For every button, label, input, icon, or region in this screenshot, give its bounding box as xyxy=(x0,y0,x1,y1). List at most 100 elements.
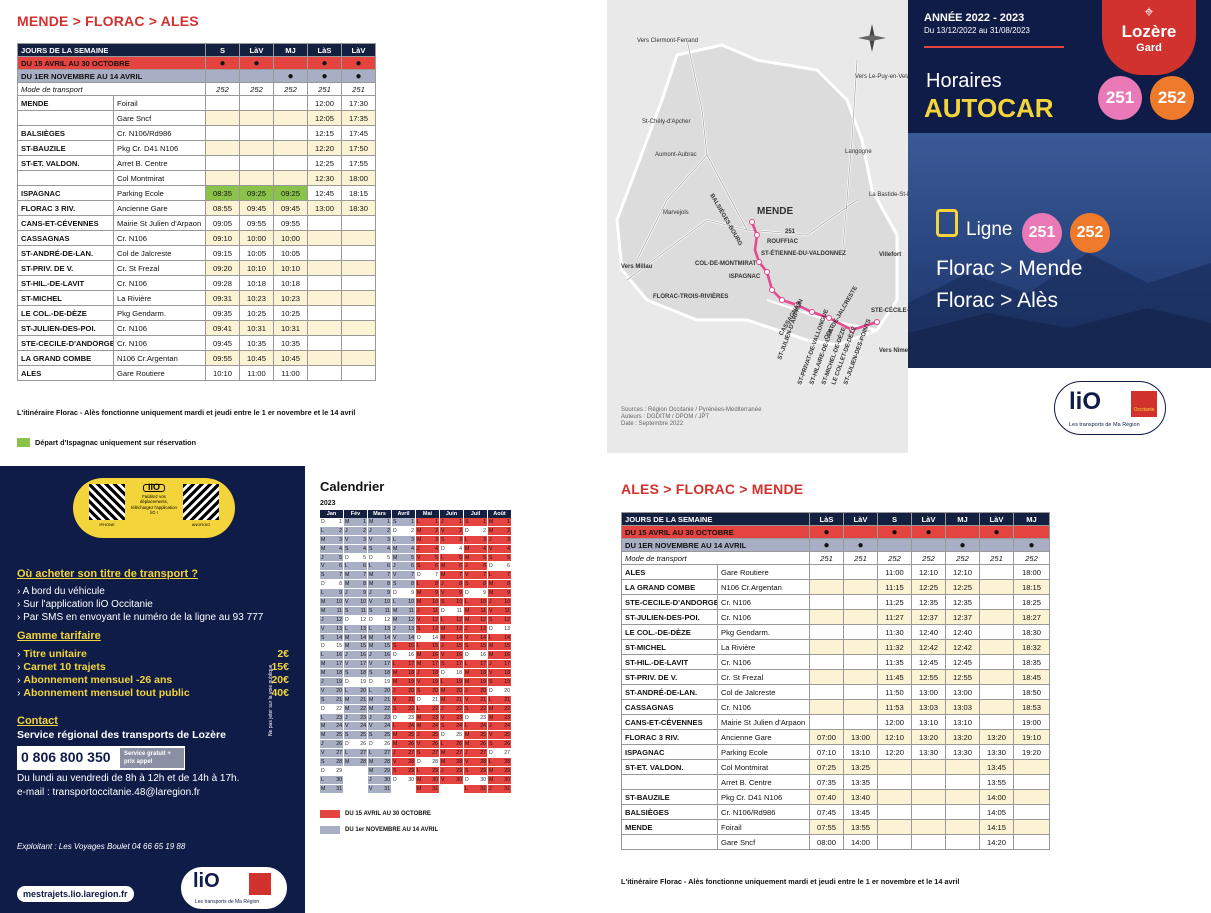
departure-time xyxy=(1013,774,1051,790)
calendar-day: D 15 xyxy=(320,642,343,652)
tariff-row: › Abonnement mensuel -26 ans 20€ xyxy=(17,674,289,686)
mode-label: Mode de transport xyxy=(620,551,811,565)
departure-time: 11:15 xyxy=(877,579,913,595)
calendar-day: S 18 xyxy=(368,669,391,679)
table-row: STE-CECILE-D'ANDORGE Cr. N106 09:45 10:35 10… xyxy=(17,335,377,351)
line-badge-251: 251 xyxy=(1098,76,1142,120)
stop-place: N106 Cr.Argentan xyxy=(112,350,207,366)
header-day-type: MJ xyxy=(1013,512,1051,526)
departure-time xyxy=(843,699,879,715)
departure-time xyxy=(843,639,879,655)
departure-time: 18:35 xyxy=(1013,654,1051,670)
departure-time: 10:31 xyxy=(239,320,275,336)
table-row: DU 1ER NOVEMBRE AU 14 AVRIL ● ● ● ● xyxy=(620,538,1051,552)
departure-time: 09:55 xyxy=(205,350,241,366)
stop-place: Parking Ecole xyxy=(716,744,811,760)
table-row: STE-CECILE-D'ANDORGE Cr. N106 11:25 12:35 12… xyxy=(621,594,1051,610)
departure-time xyxy=(273,155,309,171)
calendar-day: L 13 xyxy=(344,624,367,634)
calendar-day: M 10 xyxy=(416,598,439,607)
departure-time: 11:00 xyxy=(273,365,309,381)
region-logo: Occitanie xyxy=(1131,391,1157,417)
stop-name xyxy=(17,170,114,186)
departure-time xyxy=(843,579,879,595)
mode-label: Mode de transport xyxy=(16,82,207,96)
table-row: ISPAGNAC Parking Ecole 07:10 13:10 12:20 13:3… xyxy=(621,744,1051,760)
departure-time: 07:25 xyxy=(809,759,845,775)
departure-time xyxy=(205,110,241,126)
departure-time xyxy=(877,789,913,805)
header-days: JOURS DE LA SEMAINE xyxy=(16,43,207,57)
stop-name: FLORAC 3 RIV. xyxy=(621,729,718,745)
departure-time: 13:30 xyxy=(911,744,947,760)
calendar-day: L 16 xyxy=(320,651,343,661)
mode-value: 252 xyxy=(877,551,913,565)
departure-time: 09:25 xyxy=(273,185,309,201)
tariff-row: › Abonnement mensuel tout public 40€ xyxy=(17,687,289,699)
lio-subtitle-2: Les transports de Ma Région xyxy=(195,899,260,905)
departure-time: 18:25 xyxy=(1013,594,1051,610)
calendar-day: D 20 xyxy=(488,686,511,696)
line-badge-252: 252 xyxy=(1150,76,1194,120)
buy-list: › A bord du véhicule › Sur l'application… xyxy=(17,585,263,624)
calendar-day: S 28 xyxy=(320,758,343,767)
calendar-day: S 25 xyxy=(368,731,391,741)
departure-time xyxy=(877,774,913,790)
departure-time xyxy=(307,365,343,381)
qr-code-iphone[interactable] xyxy=(89,484,125,520)
departure-time: 10:10 xyxy=(205,365,241,381)
calendar-day: S 11 xyxy=(344,606,367,616)
stop-name: LE COL.-DE-DÈZE xyxy=(621,624,718,640)
calendar-day: S 14 xyxy=(320,633,343,643)
departure-time: 10:18 xyxy=(239,275,275,291)
table-row: Gare Sncf 08:00 14:00 14:20 xyxy=(621,834,1051,850)
calendar-day: J 15 xyxy=(440,642,463,652)
landscape-image xyxy=(908,253,1211,368)
ispagnac-legend: Départ d'Ispagnac uniquement sur réserva… xyxy=(17,438,196,447)
stop-name: CASSAGNAS xyxy=(621,699,718,715)
website-link[interactable]: mestrajets.lio.laregion.fr xyxy=(17,886,134,902)
departure-time xyxy=(843,594,879,610)
departure-time: 13:00 xyxy=(307,200,343,216)
departure-time xyxy=(1013,834,1051,850)
period-dot: ● xyxy=(877,525,913,539)
cover-rule xyxy=(924,46,1064,48)
departure-time: 10:23 xyxy=(239,290,275,306)
departure-time: 08:35 xyxy=(205,185,241,201)
stop-place: Cr. N106 xyxy=(112,230,207,246)
app-banner[interactable]: IPHONE liO Facilitez vos déplacements, t… xyxy=(73,478,235,538)
calendar-day: L 31 xyxy=(464,784,487,794)
tariff-list: › Titre unitaire 2€ › Carnet 10 trajets 15… xyxy=(17,648,289,700)
qr-code-android[interactable] xyxy=(183,484,219,520)
calendar-day: M 31 xyxy=(416,784,439,794)
calendar-day: D 19 xyxy=(344,678,367,687)
stop-name xyxy=(17,110,114,126)
departure-time: 07:10 xyxy=(809,744,845,760)
calendar-day: V 14 xyxy=(464,633,487,643)
lio-logo-2: liO xyxy=(193,870,220,892)
stop-place: Mairie St Julien d'Arpaon xyxy=(112,215,207,231)
calendar-day: M 23 xyxy=(416,713,439,723)
header-day-type: LàS xyxy=(809,512,845,526)
calendar-day: M 15 xyxy=(344,642,367,652)
departure-time xyxy=(945,804,981,820)
calendar-day: J 17 xyxy=(488,660,511,670)
calendar-day: J 31 xyxy=(488,784,511,794)
departure-time: 10:05 xyxy=(239,245,275,261)
stop-name: ST-JULIEN-DES-POI. xyxy=(17,320,114,336)
stop-name: ST-BAUZILE xyxy=(621,789,718,805)
departure-time: 12:30 xyxy=(307,170,343,186)
map-label: Villefort xyxy=(879,252,901,258)
departure-time: 17:45 xyxy=(341,125,377,141)
calendar-day: S 15 xyxy=(464,642,487,652)
contact-email[interactable]: e-mail : transportoccitanie.48@laregion.… xyxy=(17,787,201,798)
calendar-day: S 25 xyxy=(344,731,367,741)
departure-time: 12:42 xyxy=(911,639,947,655)
calendar-day: V 23 xyxy=(440,713,463,723)
